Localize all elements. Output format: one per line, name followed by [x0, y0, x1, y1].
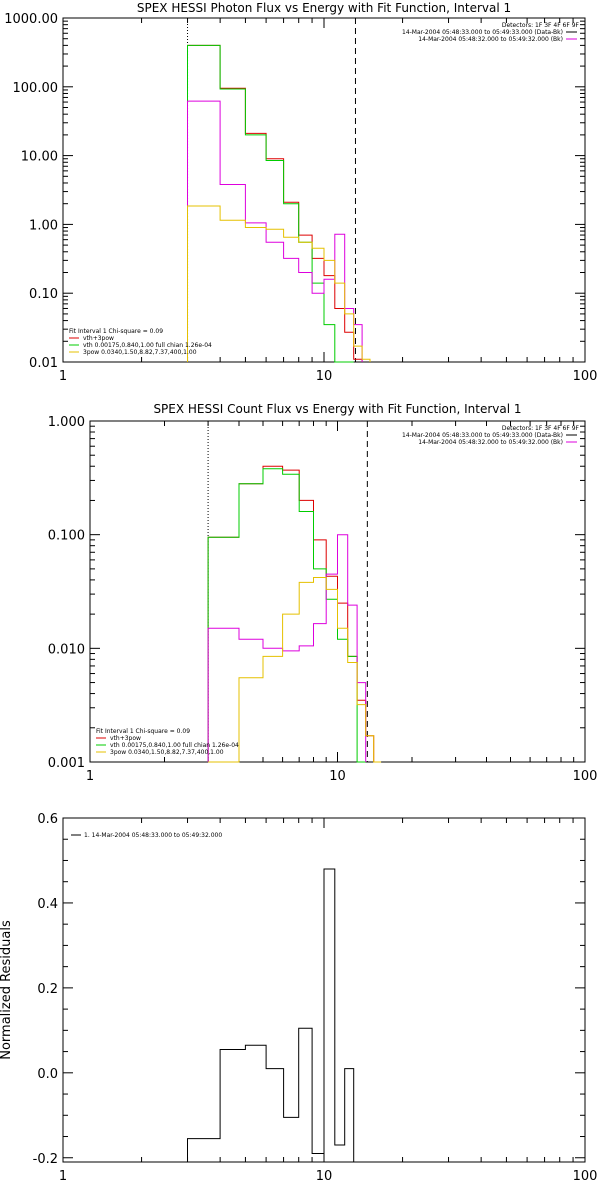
- x-tick-label: 1: [86, 769, 94, 784]
- y-axis-label: Normalized Residuals: [0, 920, 14, 1060]
- x-tick-label: 10: [316, 369, 333, 384]
- legend-text: vth 0.00175,0.840,1.00 full chian 1.26e-…: [83, 342, 212, 349]
- y-tick-label: 10.00: [21, 150, 58, 165]
- chart-2: SPEX HESSI Count Flux vs Energy with Fit…: [48, 402, 598, 784]
- legend-text: 3pow 0.0340,1.50,8.82,7.37,400,1.00: [110, 749, 224, 756]
- x-tick-label: 10: [316, 1169, 333, 1184]
- series-line-3: [207, 534, 367, 762]
- y-tick-label: 0.0: [37, 1067, 58, 1082]
- series-line-3: [187, 100, 363, 362]
- legend-text: 14-Mar-2004 05:48:33.000 to 05:49:33.000…: [402, 432, 563, 439]
- legend-text: Fit Interval 1 Chi-square = 0.09: [69, 328, 163, 335]
- series-line-2: [207, 468, 366, 763]
- y-tick-label: 1.000: [48, 415, 85, 430]
- legend-text: 14-Mar-2004 05:48:33.000 to 05:49:33.000…: [402, 29, 563, 36]
- y-tick-label: 0.2: [37, 982, 58, 997]
- y-tick-label: 0.4: [37, 897, 58, 912]
- legend-text: vth+3pow: [110, 735, 141, 742]
- y-tick-label: 0.100: [48, 529, 85, 544]
- series-line-4: [208, 577, 382, 763]
- chart-title: SPEX HESSI Photon Flux vs Energy with Fi…: [137, 1, 511, 15]
- y-tick-label: 0.010: [48, 642, 85, 657]
- legend-text: vth+3pow: [83, 335, 114, 342]
- series-line-2: [187, 44, 354, 363]
- legend-text: 14-Mar-2004 05:48:32.000 to 05:49:32.000…: [418, 36, 563, 43]
- x-tick-label: 100: [573, 769, 598, 784]
- legend-text: Detectors: 1F 3F 4F 6F 9F: [502, 22, 580, 29]
- series-line-1: [187, 44, 363, 362]
- y-tick-label: 0.01: [29, 356, 58, 371]
- x-tick-label: 1: [59, 369, 67, 384]
- chart-3: Normalized Residuals 1 10 100 -0.2 0.0 0.2 0.4 0…: [0, 812, 597, 1184]
- legend-text: 3pow 0.0340,1.50,8.82,7.37,400,1.00: [83, 349, 197, 356]
- y-tick-label: 1000.00: [4, 12, 58, 27]
- y-tick-label: 100.00: [13, 81, 59, 96]
- y-tick-label: 1.00: [29, 218, 58, 233]
- x-tick-label: 100: [573, 369, 598, 384]
- x-tick-label: 1: [59, 1169, 67, 1184]
- legend-text: Detectors: 1F 3F 4F 6F 9F: [502, 425, 580, 432]
- legend-text: Fit Interval 1 Chi-square = 0.09: [96, 728, 190, 735]
- y-tick-label: 0.001: [48, 756, 85, 771]
- y-tick-label: 0.10: [29, 287, 58, 302]
- y-tick-label: -0.2: [33, 1152, 58, 1167]
- legend-text: 1. 14-Mar-2004 05:48:33.000 to 05:49:32.…: [84, 832, 222, 839]
- x-tick-label: 10: [329, 769, 346, 784]
- chart-1: SPEX HESSI Photon Flux vs Energy with Fi…: [4, 1, 597, 384]
- legend-text: 14-Mar-2004 05:48:32.000 to 05:49:32.000…: [418, 439, 563, 446]
- series-line-1: [187, 868, 355, 1162]
- chart-title: SPEX HESSI Count Flux vs Energy with Fit…: [153, 402, 521, 416]
- x-tick-label: 100: [573, 1169, 598, 1184]
- y-tick-label: 0.6: [37, 812, 58, 827]
- legend-text: vth 0.00175,0.840,1.00 full chian 1.26e-…: [110, 742, 239, 749]
- series-line-4: [187, 205, 371, 362]
